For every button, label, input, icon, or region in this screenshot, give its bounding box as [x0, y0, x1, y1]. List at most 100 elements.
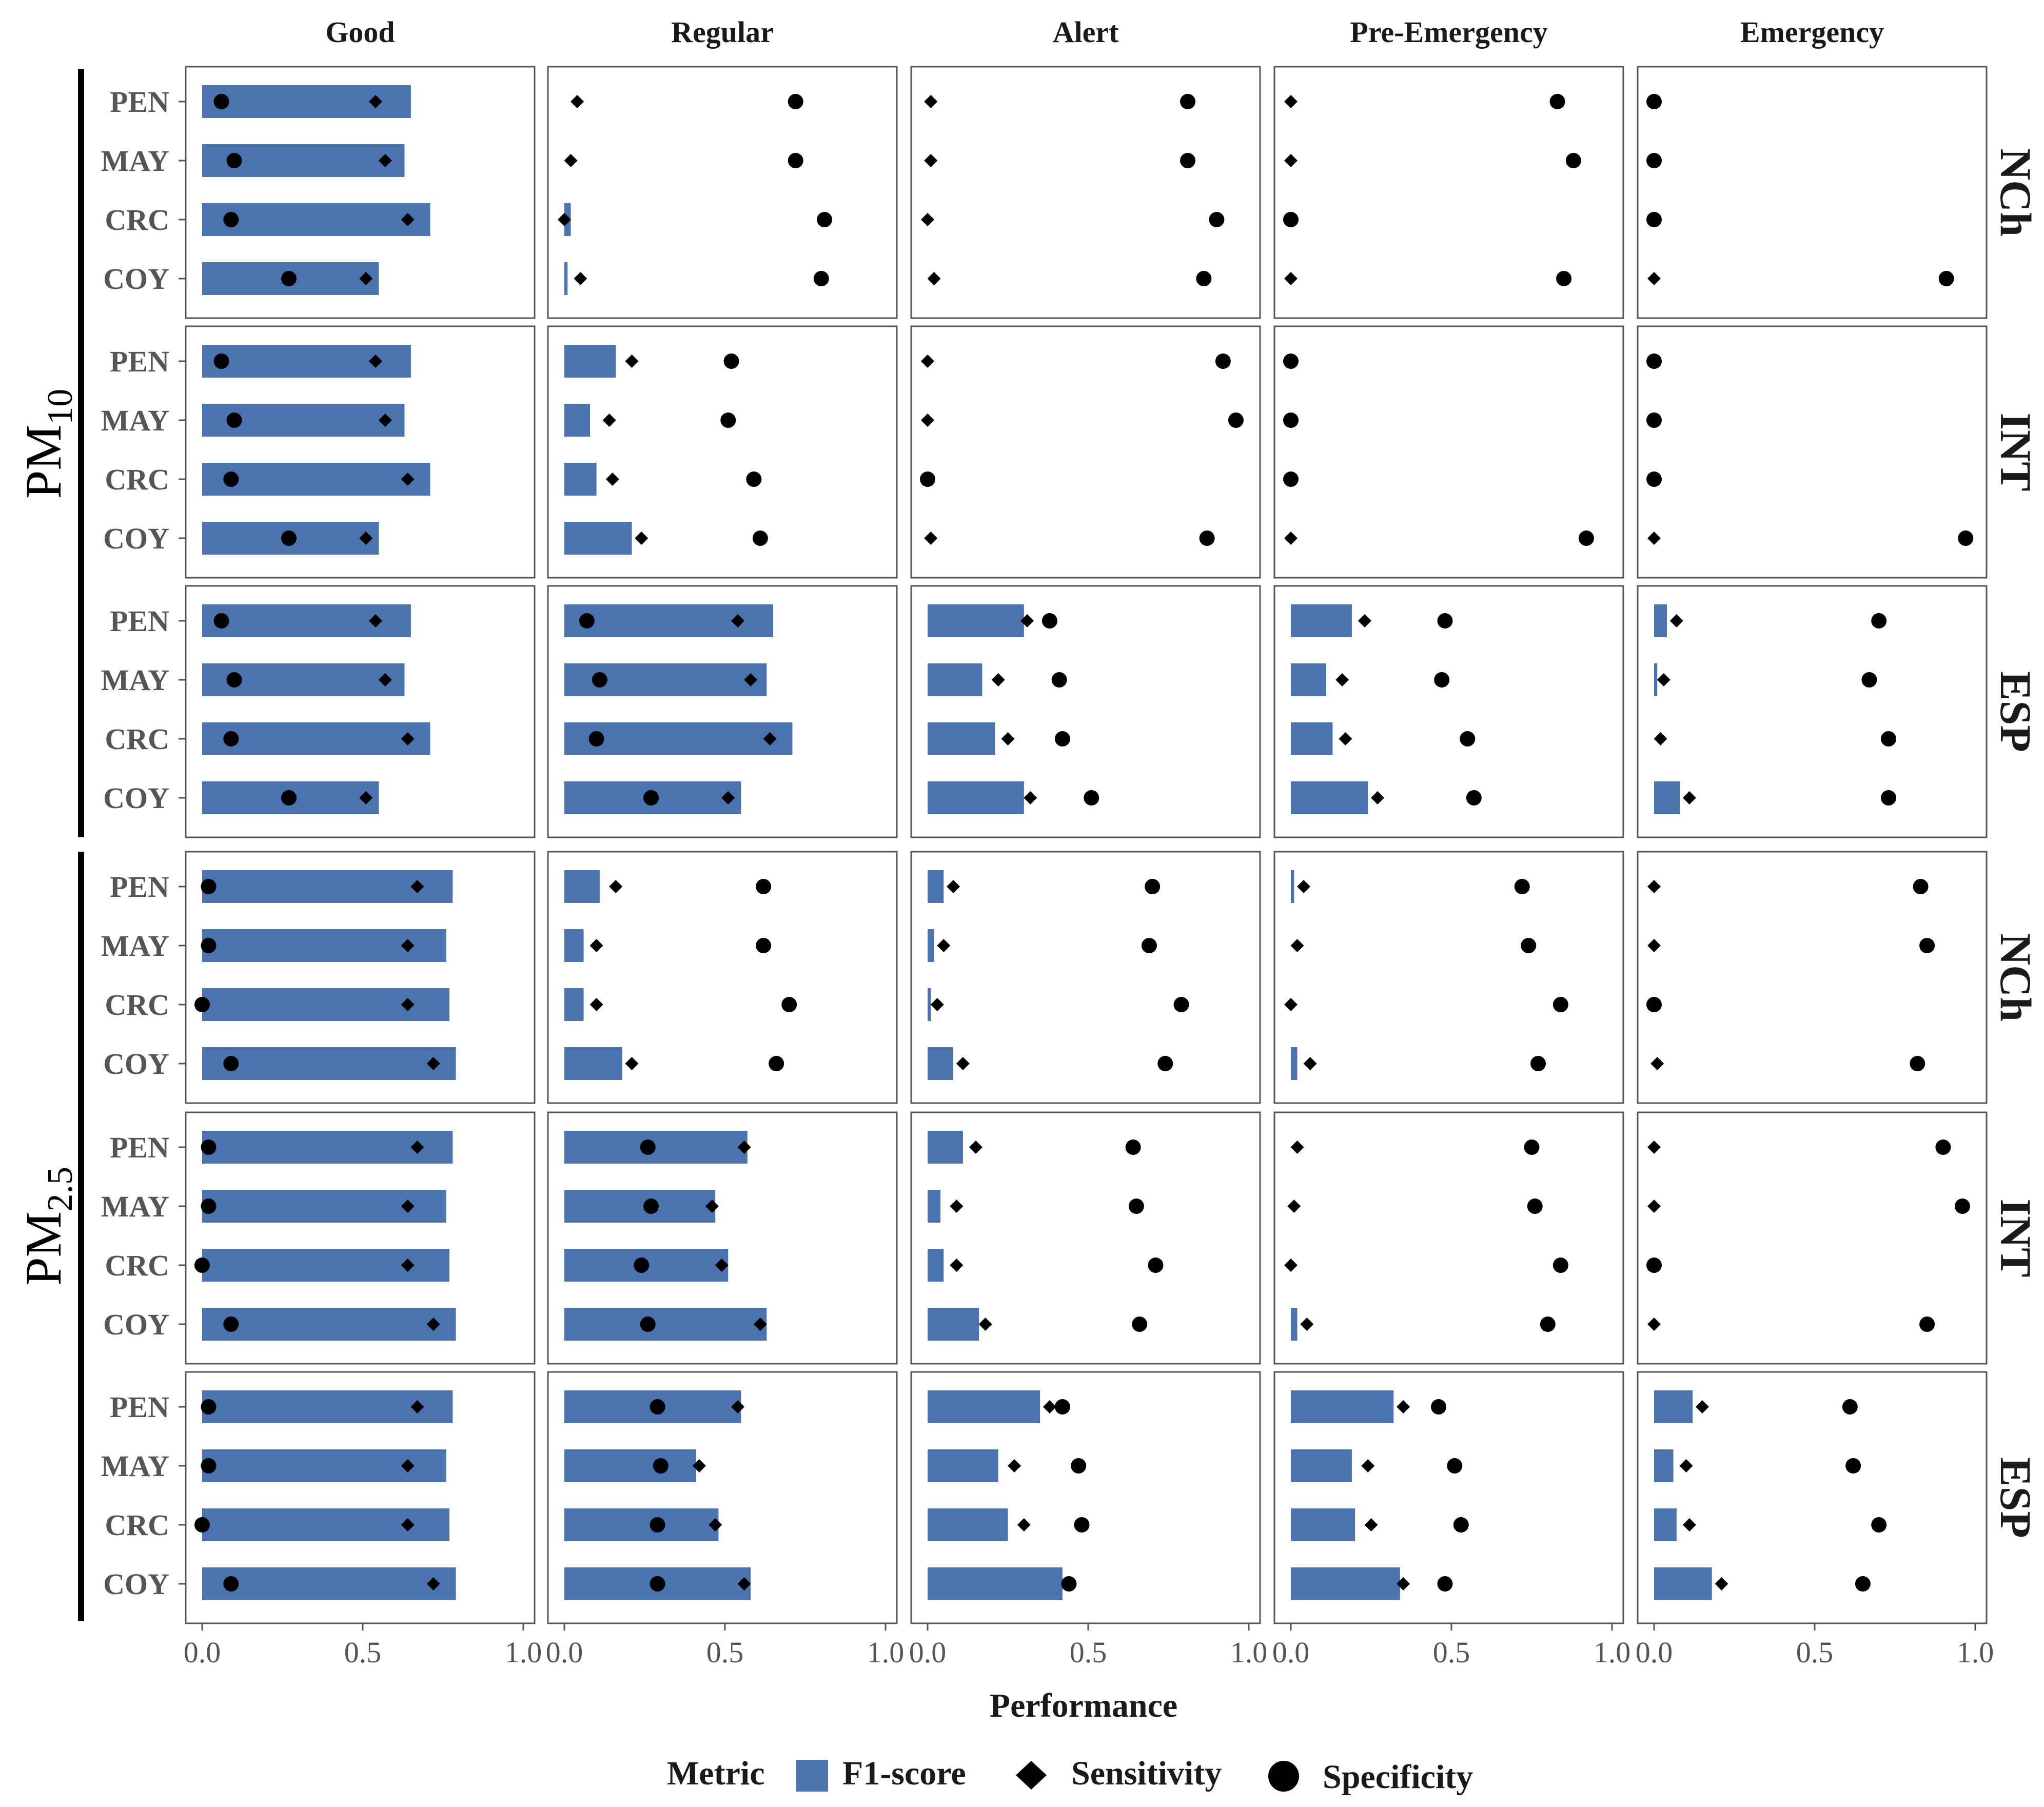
- specificity-point-r1-c3-pen: [1283, 353, 1299, 369]
- specificity-point-r3-c0-pen: [201, 879, 217, 894]
- pm10-group-label: PM10: [15, 69, 84, 837]
- specificity-point-r1-c3-coy: [1578, 531, 1594, 546]
- marks-layer: [194, 85, 1974, 1600]
- f1-bar-r4-c1-may: [564, 1190, 716, 1223]
- x-tick-label-c3-1: 0.5: [1433, 1636, 1470, 1669]
- legend: Metric F1-score Sensitivity Specificity: [667, 1755, 1473, 1796]
- sensitivity-point-r3-c4-may: [1647, 939, 1661, 952]
- sensitivity-point-r2-c2-coy: [1024, 791, 1037, 804]
- specificity-point-r3-c1-crc: [781, 997, 797, 1012]
- sensitivity-point-r4-c4-pen: [1647, 1141, 1661, 1154]
- specificity-point-r1-c2-coy: [1199, 531, 1215, 546]
- sensitivity-point-r3-c3-coy: [1303, 1057, 1317, 1070]
- specificity-point-r5-c4-crc: [1871, 1517, 1887, 1533]
- sensitivity-point-r4-c4-may: [1647, 1200, 1661, 1213]
- sensitivity-point-r4-c3-coy: [1300, 1318, 1314, 1331]
- sensitivity-point-r0-c0-pen: [369, 95, 383, 108]
- row-title-esp-2: ESP: [1991, 671, 2040, 752]
- pm25-group-text: PM2.5: [15, 1167, 80, 1286]
- sensitivity-point-r0-c0-crc: [401, 213, 415, 226]
- specificity-point-r1-c1-may: [720, 413, 736, 428]
- specificity-point-r2-c3-pen: [1437, 613, 1453, 628]
- specificity-point-r5-c3-crc: [1453, 1517, 1469, 1533]
- sensitivity-point-r0-c1-may: [564, 154, 578, 167]
- station-label-r3-may: MAY: [101, 929, 169, 963]
- sensitivity-point-r0-c4-coy: [1647, 272, 1661, 285]
- specificity-point-r3-c4-crc: [1646, 997, 1662, 1012]
- station-label-r4-may: MAY: [101, 1190, 169, 1223]
- sensitivity-point-r4-c0-coy: [426, 1318, 440, 1331]
- f1-bar-r4-c2-coy: [928, 1308, 979, 1341]
- legend-specificity-label: Specificity: [1323, 1758, 1473, 1796]
- sensitivity-point-r2-c3-may: [1335, 673, 1349, 686]
- sensitivity-point-r0-c2-may: [924, 154, 938, 167]
- sensitivity-point-r5-c3-pen: [1397, 1400, 1410, 1413]
- f1-bar-r5-c2-coy: [928, 1567, 1063, 1600]
- sensitivity-point-r5-c2-crc: [1017, 1518, 1031, 1531]
- sensitivity-point-r0-c3-may: [1284, 154, 1298, 167]
- f1-bar-r5-c2-pen: [928, 1390, 1040, 1423]
- f1-bar-r2-c4-may: [1654, 663, 1658, 696]
- sensitivity-point-r2-c2-pen: [1020, 614, 1034, 627]
- f1-bar-r2-c0-crc: [202, 722, 430, 755]
- sensitivity-point-r0-c0-may: [378, 154, 392, 167]
- sensitivity-point-r3-c0-pen: [410, 880, 424, 893]
- x-tick-label-c1-1: 0.5: [706, 1636, 744, 1669]
- sensitivity-point-r2-c3-crc: [1339, 732, 1352, 745]
- specificity-point-r5-c2-pen: [1054, 1399, 1070, 1415]
- sensitivity-point-r4-c3-crc: [1284, 1259, 1298, 1272]
- specificity-point-r3-c1-may: [756, 938, 772, 953]
- specificity-point-r0-c1-crc: [817, 212, 833, 227]
- specificity-point-r5-c1-may: [653, 1458, 669, 1474]
- specificity-point-r0-c2-coy: [1196, 271, 1212, 286]
- sensitivity-point-r2-c1-pen: [731, 614, 745, 627]
- sensitivity-point-r2-c0-coy: [359, 791, 373, 804]
- station-label-r0-pen: PEN: [110, 85, 169, 119]
- sensitivity-point-r5-c2-may: [1008, 1459, 1021, 1472]
- specificity-point-r5-c1-coy: [650, 1576, 665, 1592]
- f1-bar-r3-c0-coy: [202, 1047, 456, 1080]
- sensitivity-point-r5-c0-coy: [426, 1577, 440, 1590]
- f1-bar-r4-c2-crc: [928, 1249, 944, 1282]
- station-label-r4-coy: COY: [103, 1308, 169, 1341]
- station-label-r2-crc: CRC: [105, 722, 169, 756]
- x-tick-label-c1-0: 0.0: [546, 1636, 583, 1669]
- f1-bar-r2-c2-crc: [928, 722, 995, 755]
- specificity-point-r1-c4-pen: [1646, 353, 1662, 369]
- station-label-r3-coy: COY: [103, 1047, 169, 1081]
- x-tick-label-c2-0: 0.0: [909, 1636, 947, 1669]
- specificity-point-r4-c3-may: [1527, 1199, 1543, 1214]
- specificity-point-r0-c1-pen: [788, 94, 803, 109]
- station-label-r0-crc: CRC: [105, 203, 169, 237]
- labels-layer: Good Regular Alert Pre-Emergency Emergency NC…: [101, 15, 2040, 1669]
- legend-f1-swatch: [796, 1760, 828, 1792]
- specificity-point-r1-c0-may: [226, 413, 242, 428]
- sensitivity-point-r1-c0-crc: [401, 473, 415, 486]
- specificity-point-r2-c0-crc: [223, 731, 239, 747]
- sensitivity-point-r4-c2-pen: [969, 1141, 982, 1154]
- sensitivity-point-r0-c3-coy: [1284, 272, 1298, 285]
- specificity-point-r3-c1-pen: [756, 879, 772, 894]
- station-label-r5-coy: COY: [103, 1567, 169, 1601]
- specificity-point-r3-c2-may: [1141, 938, 1157, 953]
- f1-bar-r3-c1-may: [564, 929, 584, 962]
- sensitivity-point-r1-c0-coy: [359, 532, 373, 545]
- f1-bar-r5-c3-coy: [1291, 1567, 1400, 1600]
- panel-r3-c4: [1637, 851, 1988, 1104]
- f1-bar-r2-c3-coy: [1291, 781, 1368, 814]
- f1-bar-r5-c3-crc: [1291, 1508, 1355, 1541]
- sensitivity-point-r1-c2-coy: [924, 532, 938, 545]
- f1-bar-r4-c2-may: [928, 1190, 941, 1223]
- sensitivity-point-r1-c0-may: [378, 414, 392, 427]
- station-label-r2-coy: COY: [103, 781, 169, 815]
- sensitivity-point-r4-c2-coy: [978, 1318, 992, 1331]
- specificity-point-r1-c0-coy: [281, 531, 297, 546]
- sensitivity-point-r4-c4-coy: [1647, 1318, 1661, 1331]
- specificity-point-r1-c0-pen: [213, 353, 229, 369]
- station-label-r1-pen: PEN: [110, 345, 169, 378]
- specificity-point-r3-c2-crc: [1173, 997, 1189, 1012]
- specificity-point-r5-c2-coy: [1061, 1576, 1077, 1592]
- sensitivity-point-r4-c2-crc: [950, 1259, 964, 1272]
- f1-bar-r5-c1-crc: [564, 1508, 719, 1541]
- station-label-r0-may: MAY: [101, 144, 169, 178]
